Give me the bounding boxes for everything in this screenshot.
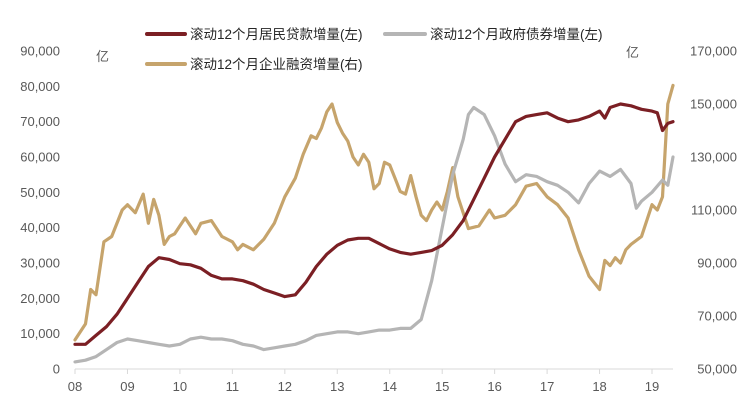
left-tick-label: 40,000: [20, 220, 60, 235]
left-tick-label: 60,000: [20, 150, 60, 165]
x-axis: 08 09 10 11 12 13 14 15 16 17 18 19: [68, 368, 673, 394]
x-tick-label: 17: [540, 379, 554, 394]
left-tick-label: 50,000: [20, 185, 60, 200]
left-tick-label: 10,000: [20, 326, 60, 341]
left-tick-label: 80,000: [20, 79, 60, 94]
series-line-corporate-financing: [73, 83, 675, 342]
legend: 滚动12个月居民贷款增量(左) 滚动12个月政府债券增量(左) 滚动12个月企业…: [145, 26, 603, 72]
right-tick-label: 90,000: [697, 256, 737, 271]
legend-label-corporate-financing: 滚动12个月企业融资增量(右): [190, 56, 363, 72]
x-tick-label: 19: [645, 379, 659, 394]
right-tick-label: 50,000: [697, 362, 737, 377]
left-tick-label: 20,000: [20, 291, 60, 306]
right-tick-label: 130,000: [690, 150, 737, 165]
x-tick-label: 16: [487, 379, 501, 394]
legend-label-household-loans: 滚动12个月居民贷款增量(左): [190, 26, 363, 42]
series-line-government-bonds: [73, 105, 675, 364]
x-tick-label: 11: [226, 379, 240, 394]
right-axis-unit: 亿: [626, 45, 639, 60]
left-tick-label: 0: [53, 362, 60, 377]
x-tick-label: 12: [278, 379, 292, 394]
left-tick-label: 70,000: [20, 114, 60, 129]
left-tick-label: 90,000: [20, 44, 60, 59]
x-tick-label: 14: [383, 379, 397, 394]
x-tick-label: 18: [592, 379, 606, 394]
left-tick-label: 30,000: [20, 256, 60, 271]
right-tick-label: 170,000: [690, 44, 737, 59]
x-tick-label: 10: [173, 379, 187, 394]
right-tick-label: 150,000: [690, 97, 737, 112]
right-tick-label: 110,000: [691, 203, 737, 218]
x-tick-label: 13: [330, 379, 344, 394]
x-tick-label: 09: [120, 379, 134, 394]
left-axis: 0 10,000 20,000 30,000 40,000 50,000 60,000 70,…: [20, 44, 60, 377]
left-axis-unit: 亿: [96, 49, 109, 64]
series-line-household-loans: [73, 102, 675, 346]
x-tick-label: 15: [435, 379, 449, 394]
right-tick-label: 70,000: [697, 309, 737, 324]
right-axis: 50,000 70,000 90,000 110,000 130,000 150,000 1…: [690, 44, 737, 377]
plot-area: [73, 83, 675, 364]
x-tick-label: 08: [68, 379, 82, 394]
legend-label-government-bonds: 滚动12个月政府债券增量(左): [430, 26, 603, 42]
